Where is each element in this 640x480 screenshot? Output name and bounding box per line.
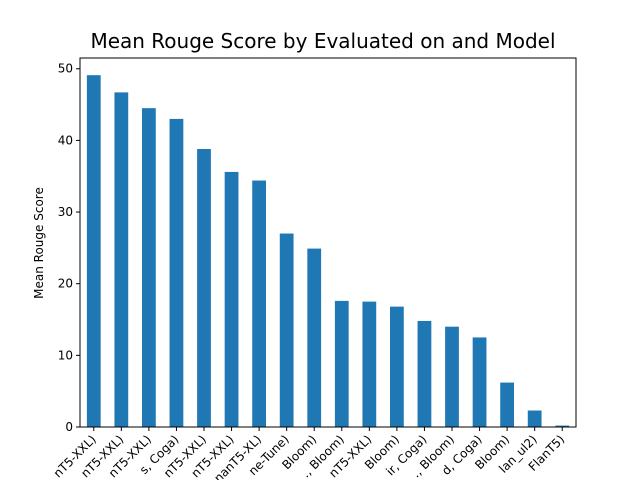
bar: [527, 410, 542, 427]
bar: [555, 425, 570, 427]
bar: [307, 248, 322, 427]
y-tick-label: 40: [58, 133, 73, 147]
bar: [142, 108, 156, 428]
bar: [472, 337, 487, 427]
bar: [445, 326, 459, 427]
bar: [279, 233, 294, 427]
bar: [86, 75, 101, 428]
bar: [224, 171, 239, 427]
bar: [197, 148, 211, 428]
bar: [252, 180, 266, 427]
y-axis-label: Mean Rouge Score: [32, 187, 46, 299]
bars-group: [86, 75, 570, 428]
bar: [114, 92, 129, 427]
bar: [334, 300, 349, 427]
plot-frame: [79, 57, 577, 428]
y-tick-label: 20: [58, 277, 73, 291]
chart-title: Mean Rouge Score by Evaluated on and Mod…: [90, 29, 555, 53]
y-axis-ticks: 0 10 20 30 40 50: [58, 62, 80, 434]
y-tick-label: 30: [58, 205, 73, 219]
y-tick-label: 0: [65, 420, 73, 434]
bar: [169, 118, 184, 427]
y-tick-label: 10: [58, 348, 73, 362]
bar: [417, 320, 432, 427]
x-axis-ticks: nT5-XXL)nT5-XXL)nT5-XXL)s, Coga)nT5-XXL)…: [51, 427, 567, 480]
y-tick-label: 50: [58, 62, 73, 76]
bar: [500, 382, 514, 427]
bar: [390, 306, 404, 427]
bar: [362, 301, 377, 427]
